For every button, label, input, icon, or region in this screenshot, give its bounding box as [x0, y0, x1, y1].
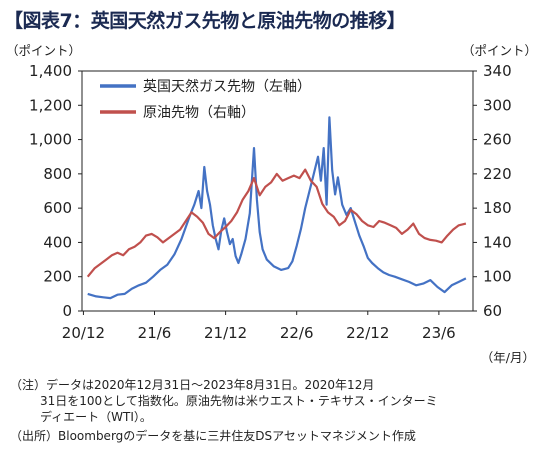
right-axis-tick-label: 60: [483, 302, 502, 320]
x-axis-tick-label: 21/12: [204, 324, 247, 342]
left-axis-tick-label: 1,200: [29, 96, 72, 114]
left-axis-tick-label: 1,000: [29, 131, 72, 149]
right-axis-tick-label: 340: [483, 62, 512, 80]
gas-futures-line: [87, 116, 467, 300]
right-axis-tick-label: 260: [483, 131, 512, 149]
x-axis-tick-label: 20/12: [62, 324, 105, 342]
left-axis-unit: （ポイント）: [6, 43, 82, 58]
x-axis-tick-label: 22/12: [346, 324, 389, 342]
left-axis-tick-label: 1,400: [29, 62, 72, 80]
x-axis-tick-label: 22/6: [280, 324, 314, 342]
right-axis-tick-label: 220: [483, 165, 512, 183]
left-axis-tick-label: 0: [62, 302, 72, 320]
note-line-2: 31日を100として指数化。原油先物は米ウエスト・テキサス・インターミ: [40, 394, 438, 408]
right-axis-unit: （ポイント）: [461, 43, 537, 58]
right-axis-tick-label: 140: [483, 233, 512, 251]
right-axis-tick-label: 100: [483, 268, 512, 286]
right-axis-tick-label: 300: [483, 96, 512, 114]
note-line-1: （注）データは2020年12月31日～2023年8月31日。2020年12月: [10, 378, 375, 392]
legend-label-gas: 英国天然ガス先物（左軸）: [143, 78, 311, 95]
right-axis-tick-label: 180: [483, 199, 512, 217]
x-axis-tick-label: 23/6: [422, 324, 456, 342]
legend-label-oil: 原油先物（右軸）: [143, 105, 255, 121]
x-axis-unit: （年/月）: [480, 350, 535, 365]
left-axis-tick-label: 200: [43, 268, 72, 286]
left-axis-tick-label: 400: [43, 233, 72, 251]
note-line-3: ディエート（WTI）。: [40, 410, 152, 424]
chart-title: 【図表7：英国天然ガス先物と原油先物の推移】: [4, 10, 406, 32]
x-axis-tick-label: 21/6: [138, 324, 172, 342]
source-note: （出所）Bloombergのデータを基に三井住友DSアセットマネジメント作成: [10, 429, 416, 443]
left-axis-tick-label: 800: [43, 165, 72, 183]
oil-futures-line: [86, 168, 467, 278]
plot-area-frame: [81, 70, 474, 312]
left-axis-tick-label: 600: [43, 199, 72, 217]
